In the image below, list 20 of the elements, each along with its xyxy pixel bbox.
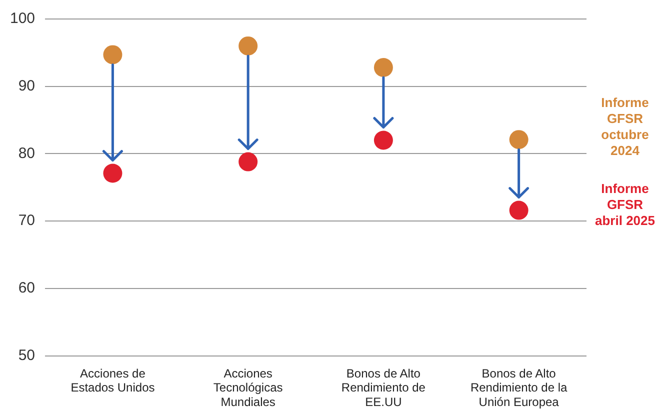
x-tick-label: Acciones de Estados Unidos (70, 366, 155, 395)
point (238, 36, 258, 56)
y-tick-label: 90 (18, 78, 36, 94)
point (374, 58, 393, 77)
x-tick-label: Bonos de Alto Rendimiento de la Unión Europea (470, 366, 568, 410)
x-tick-label: Acciones Tecnológicas Mundiales (213, 366, 283, 410)
x-tick-label: Bonos de Alto Rendimiento de EE.UU (341, 366, 426, 410)
y-tick-label: 80 (18, 144, 36, 162)
point (103, 45, 122, 64)
point (103, 164, 122, 183)
point (509, 200, 528, 220)
text: Informe GFSR octubre 2024 (600, 95, 650, 159)
y-tick-label: 50 (18, 346, 36, 364)
point (509, 130, 528, 150)
y-tick-label: 60 (18, 280, 36, 297)
point (374, 130, 393, 150)
text: Informe GFSR abril 2025 (594, 181, 656, 229)
y-tick-label: 70 (18, 212, 36, 230)
y-tick-label: 100 (10, 10, 36, 28)
point (238, 152, 258, 172)
